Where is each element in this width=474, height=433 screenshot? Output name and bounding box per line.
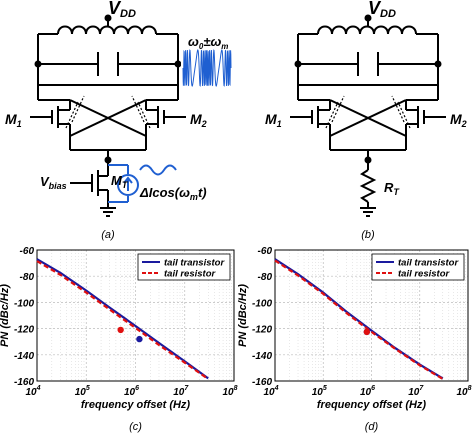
plot-frame (274, 249, 469, 382)
phase-noise-chart-d: 104 105 106 107 108 -60 -80 -100 -120 -140 -160 tai… (237, 246, 472, 433)
legend-label: tail resistor (164, 269, 217, 280)
y-tick-label: -100 (14, 298, 34, 309)
y-tick-label: -140 (252, 351, 272, 362)
circuit-a (30, 14, 186, 217)
x-tick-label: 104 (25, 385, 40, 398)
series-line-tail-transistor (36, 258, 209, 380)
transistor-m1-a (30, 100, 71, 150)
y-axis-label: PN (dBc/Hz) (237, 284, 249, 347)
legend-label: tail transistor (164, 258, 225, 269)
y-tick-label: -140 (14, 351, 34, 362)
mod-signal-label: ΔIcos(ωmt) (139, 185, 207, 202)
x-tick-label: 106 (360, 385, 375, 398)
legend-label: tail transistor (398, 258, 459, 269)
noise-arrows-b (325, 95, 411, 129)
x-tick-label: 108 (222, 385, 237, 398)
legend-box (137, 253, 231, 281)
vdd-label-b: VDD (368, 0, 396, 20)
x-axis-label: frequency offset (Hz) (81, 399, 191, 411)
series-marker (363, 328, 371, 336)
chart-caption: (d) (365, 421, 379, 433)
y-tick-label: -60 (258, 246, 273, 257)
vdd-label-a: VDD (108, 0, 136, 20)
circuit-b (290, 14, 446, 217)
plot-frame (36, 249, 235, 382)
m2-label-b: M2 (450, 111, 467, 129)
x-axis-label: frequency offset (Hz) (317, 399, 427, 411)
x-tick-label: 108 (456, 385, 471, 398)
y-tick-label: -100 (252, 298, 272, 309)
phase-noise-chart-c: 104 105 106 107 108 -60 -80 -100 -120 -140 -160 tai… (0, 246, 238, 433)
modulation-waveform (139, 164, 177, 176)
noise-arrows-a (65, 95, 151, 129)
m1-label-b: M1 (265, 111, 282, 129)
series-marker (136, 335, 143, 343)
sideband-label: ω0±ωm (188, 34, 228, 51)
x-tick-label: 106 (124, 385, 139, 398)
x-tick-label: 104 (263, 385, 278, 398)
mt-label: MT (111, 173, 129, 190)
y-axis-label: PN (dBc/Hz) (0, 284, 11, 347)
series-line-tail-resistor (36, 260, 209, 380)
transistor-m1-b (290, 100, 331, 150)
transistor-m2-b (405, 100, 446, 150)
m1-label-a: M1 (5, 111, 22, 129)
sideband-spectrum (181, 47, 233, 90)
legend-box (371, 253, 465, 281)
x-tick-label: 107 (408, 385, 424, 398)
inductor-b (317, 25, 417, 35)
y-tick-label: -160 (14, 377, 34, 388)
transistor-m2-a (145, 100, 186, 150)
y-tick-label: -120 (252, 325, 272, 336)
caption-b: (b) (361, 229, 375, 241)
inductor-a (57, 25, 157, 35)
x-tick-label: 105 (312, 385, 327, 398)
chart-caption: (c) (129, 421, 142, 433)
y-tick-label: -80 (258, 272, 273, 283)
resistor-rt (359, 169, 377, 203)
transistor-mt (70, 160, 109, 208)
vbias-label: Vbias (40, 174, 67, 191)
modulation-source (108, 164, 139, 203)
y-tick-label: -160 (252, 377, 272, 388)
series-line-tail-transistor (274, 258, 444, 380)
m2-label-a: M2 (190, 111, 207, 129)
y-tick-label: -80 (20, 272, 35, 283)
series-marker (117, 326, 124, 334)
rt-label: RT (384, 180, 400, 197)
x-tick-label: 105 (75, 385, 90, 398)
y-tick-label: -120 (14, 325, 34, 336)
legend-label: tail resistor (398, 269, 451, 280)
caption-a: (a) (101, 229, 115, 241)
y-tick-label: -60 (20, 246, 35, 257)
series-line-tail-resistor (274, 259, 444, 380)
x-tick-label: 107 (173, 385, 189, 398)
